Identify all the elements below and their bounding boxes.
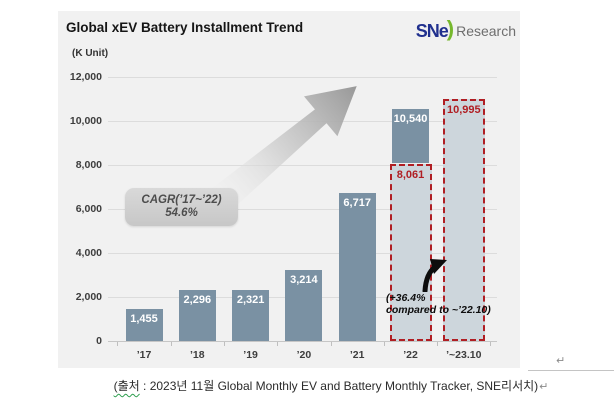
x-axis-tickmark — [330, 342, 332, 346]
bar — [285, 270, 323, 341]
chart-title: Global xEV Battery Installment Trend — [66, 20, 304, 35]
x-tick-label: ’~23.10 — [446, 349, 482, 361]
cagr-annotation-box: CAGR(’17~’22) 54.6% — [125, 188, 238, 226]
growth-annotation: (+36.4% compared to ~’22.10) — [386, 292, 491, 316]
y-tick-label: 10,000 — [69, 115, 102, 127]
y-tick-label: 8,000 — [75, 159, 102, 171]
x-tick-label: ’17 — [136, 349, 152, 361]
bar-value-label: 2,321 — [236, 293, 265, 306]
gridline — [108, 77, 497, 78]
growth-arrow-icon — [422, 259, 447, 292]
x-axis-tickmark — [170, 342, 172, 346]
x-tick-label: ’19 — [243, 349, 258, 361]
bar-dashed-segment — [389, 163, 432, 341]
bar — [125, 308, 163, 341]
paragraph-return-mark: ↵ — [556, 355, 566, 367]
logo-sne-text: SNe — [415, 21, 449, 41]
source-caption-lead: (출처 — [113, 379, 140, 393]
y-tick-label: 12,000 — [69, 71, 102, 83]
y-axis-unit-label: (K Unit) — [72, 48, 109, 59]
bar — [178, 290, 216, 341]
x-axis-tickmark — [223, 342, 225, 346]
bar-value-label: 10,995 — [446, 104, 481, 117]
x-axis-tickmark — [277, 342, 279, 346]
y-tick-label: 0 — [96, 335, 102, 347]
growth-annotation-line1: (+36.4% — [386, 292, 426, 304]
x-axis-tickmark — [117, 342, 119, 346]
y-tick-label: 4,000 — [75, 247, 102, 259]
gridline — [108, 253, 497, 254]
cagr-label: CAGR(’17~’22) — [141, 194, 222, 206]
cagr-value: 54.6% — [165, 207, 198, 219]
x-tick-label: ’18 — [189, 349, 205, 361]
logo-swoosh-icon: ) — [446, 16, 455, 41]
bar — [232, 289, 270, 341]
x-axis-tickmark — [437, 342, 439, 346]
source-caption-rest: : 2023년 11월 Global Monthly EV and Batter… — [139, 379, 539, 393]
growth-annotation-line2: compared to ~’22.10) — [386, 304, 491, 316]
x-tick-label: ’21 — [349, 349, 365, 361]
chart-panel: Global xEV Battery Installment Trend SNe… — [58, 11, 520, 368]
x-axis-line — [108, 341, 497, 342]
sne-research-logo: SNe ) Research — [415, 16, 516, 42]
y-tick-label: 6,000 — [75, 203, 102, 215]
document-border-line — [528, 370, 614, 371]
bar-value-label: 2,296 — [183, 294, 212, 307]
y-tick-label: 2,000 — [75, 291, 102, 303]
bar-dashed-value-label: 8,061 — [396, 168, 425, 181]
bar — [392, 109, 429, 163]
caption-return-mark: ↵ — [539, 381, 549, 393]
bar-value-label: 10,540 — [393, 113, 428, 126]
bar-value-label: 1,455 — [130, 312, 158, 325]
source-caption: (출처 : 2023년 11월 Global Monthly EV and Ba… — [0, 377, 614, 394]
bar-value-label: 6,717 — [343, 197, 371, 210]
x-tick-label: ’22 — [403, 349, 418, 361]
bar-dashed — [442, 99, 485, 341]
logo-research-text: Research — [456, 23, 516, 39]
x-tick-label: ’20 — [296, 349, 312, 361]
bar-value-label: 3,214 — [290, 274, 318, 287]
bar — [338, 193, 376, 341]
x-axis-tickmark — [383, 342, 385, 346]
gridline — [108, 165, 497, 166]
x-axis-tickmark — [490, 342, 492, 346]
